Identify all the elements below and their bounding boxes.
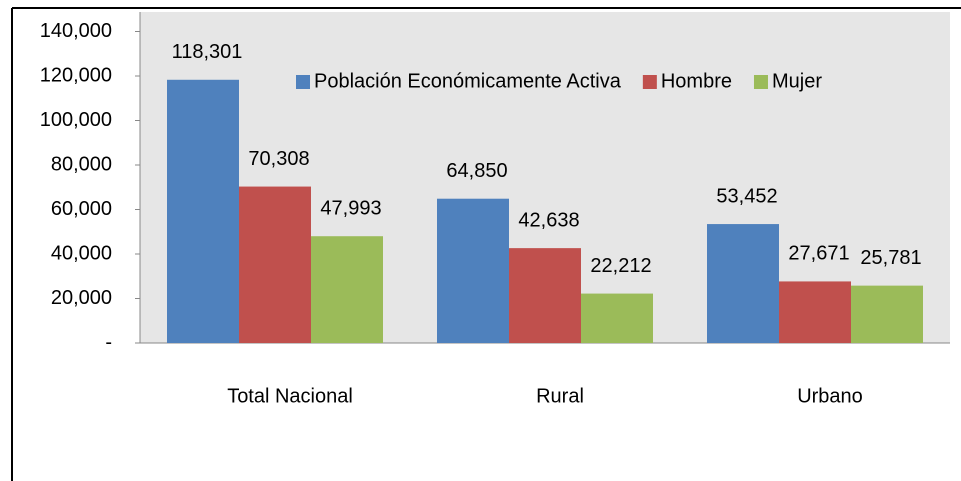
legend-label: Hombre <box>661 70 732 92</box>
y-tick-label: - <box>105 331 112 353</box>
bar <box>437 198 509 343</box>
legend-label: Población Económicamente Activa <box>314 70 622 92</box>
x-tick-label: Urbano <box>797 385 863 407</box>
bar <box>779 281 851 343</box>
bar <box>311 236 383 343</box>
bar <box>581 293 653 343</box>
y-tick-label: 20,000 <box>51 287 112 309</box>
legend-swatch <box>753 75 768 89</box>
y-tick-label: 120,000 <box>40 64 112 86</box>
value-label: 22,212 <box>590 255 651 277</box>
value-label: 118,301 <box>172 41 243 63</box>
y-tick-label: 100,000 <box>40 109 112 131</box>
legend-swatch <box>296 75 310 89</box>
y-tick-label: 60,000 <box>51 198 112 220</box>
x-tick-label: Total Nacional <box>227 385 353 407</box>
bar <box>851 285 923 343</box>
value-label: 27,671 <box>788 243 849 265</box>
legend-label: Mujer <box>772 70 822 92</box>
y-tick-label: 40,000 <box>51 242 112 264</box>
bar <box>167 79 239 343</box>
bar <box>707 224 779 343</box>
y-tick-label: 140,000 <box>40 20 112 42</box>
value-label: 64,850 <box>446 160 507 182</box>
bar <box>509 248 581 343</box>
value-label: 70,308 <box>248 148 309 170</box>
value-label: 47,993 <box>320 197 381 219</box>
y-tick-label: 80,000 <box>51 153 112 175</box>
legend-swatch <box>642 75 657 89</box>
bar <box>239 186 311 343</box>
value-label: 53,452 <box>716 185 777 207</box>
value-label: 25,781 <box>860 247 921 269</box>
value-label: 42,638 <box>518 209 579 231</box>
x-tick-label: Rural <box>536 385 584 407</box>
